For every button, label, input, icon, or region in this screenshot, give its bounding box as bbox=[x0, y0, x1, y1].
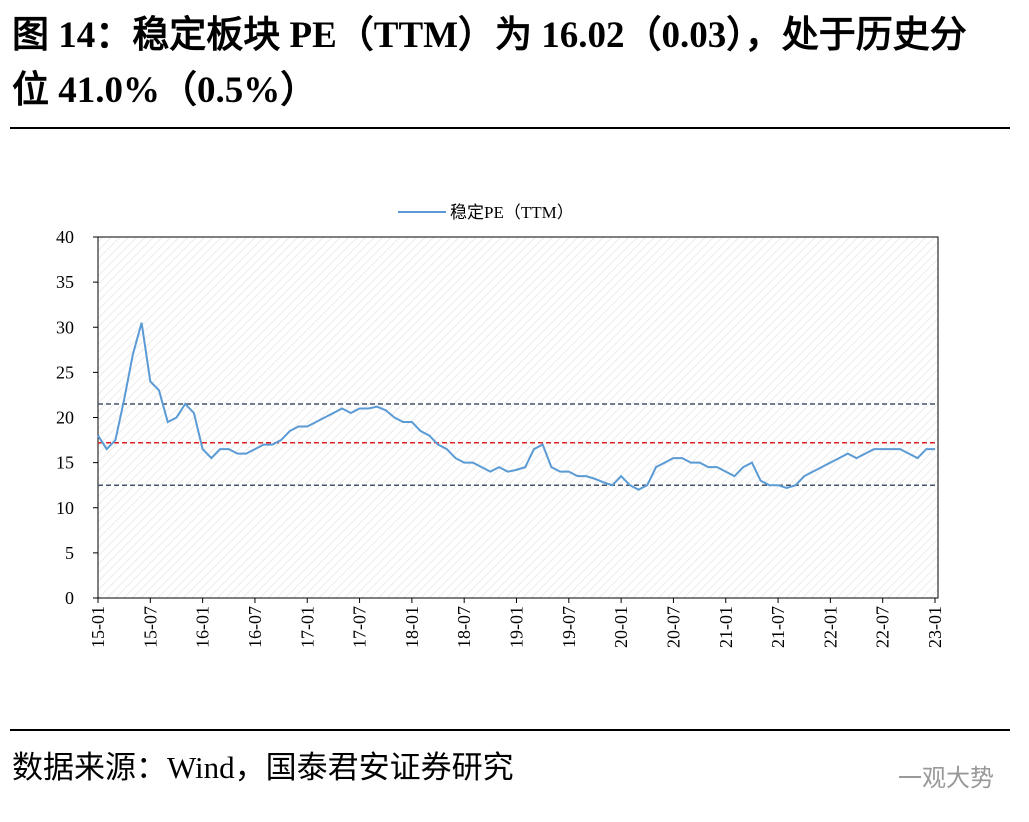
x-tick-label: 21-01 bbox=[716, 606, 736, 648]
x-tick-label: 22-07 bbox=[873, 606, 893, 648]
x-tick-label: 17-01 bbox=[297, 606, 317, 648]
x-tick-label: 19-01 bbox=[507, 606, 527, 648]
figure-title: 图 14：稳定板块 PE（TTM）为 16.02（0.03），处于历史分位 41… bbox=[12, 15, 967, 111]
rule bbox=[10, 729, 1010, 731]
x-tick-label: 16-07 bbox=[245, 606, 265, 648]
y-tick-label: 10 bbox=[56, 498, 74, 518]
x-tick-label: 22-01 bbox=[820, 606, 840, 648]
y-tick-label: 40 bbox=[56, 227, 74, 247]
y-tick-label: 25 bbox=[56, 362, 74, 382]
watermark: 一观大势 bbox=[898, 764, 994, 792]
series-line bbox=[97, 322, 935, 491]
y-tick-label: 35 bbox=[56, 272, 74, 292]
legend-label: 稳定PE（TTM） bbox=[450, 203, 574, 222]
x-tick-label: 16-01 bbox=[193, 606, 213, 648]
y-tick-label: 0 bbox=[65, 588, 74, 608]
x-tick-label: 20-01 bbox=[611, 606, 631, 648]
y-tick-label: 15 bbox=[56, 453, 74, 473]
x-tick-label: 18-07 bbox=[454, 606, 474, 648]
x-tick-label: 19-07 bbox=[559, 606, 579, 648]
rule bbox=[10, 127, 1010, 129]
source-note: 数据来源：Wind，国泰君安证券研究 bbox=[12, 750, 514, 785]
x-tick-label: 20-07 bbox=[663, 606, 683, 648]
y-tick-label: 20 bbox=[56, 408, 74, 428]
y-tick-label: 30 bbox=[56, 317, 74, 337]
x-tick-label: 15-01 bbox=[88, 606, 108, 648]
x-tick-label: 23-01 bbox=[925, 606, 945, 648]
y-tick-label: 5 bbox=[65, 543, 74, 563]
x-tick-label: 17-07 bbox=[350, 606, 370, 648]
x-tick-label: 21-07 bbox=[768, 606, 788, 648]
x-tick-label: 18-01 bbox=[402, 606, 422, 648]
x-tick-label: 15-07 bbox=[140, 606, 160, 648]
plot-area bbox=[97, 236, 939, 599]
